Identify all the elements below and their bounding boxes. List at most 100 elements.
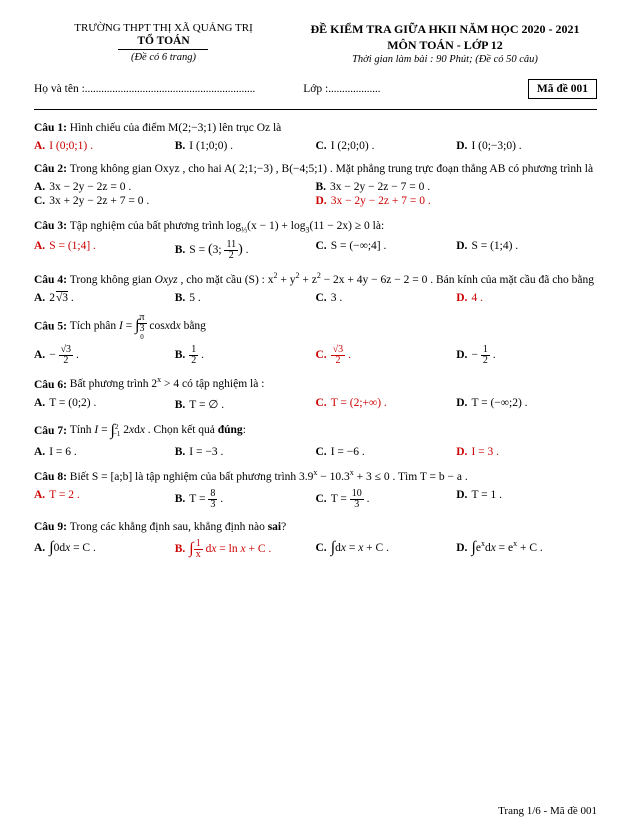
header-right: ĐỀ KIỂM TRA GIỮA HKII NĂM HỌC 2020 - 202… <box>293 22 597 65</box>
options-row: A.∫0dx = C .B.∫1x dx = ln x + C .C.∫dx =… <box>34 539 597 560</box>
option-letter: A. <box>34 292 45 304</box>
option-text: 2√3 . <box>49 292 74 304</box>
options-row: A.T = 2 .B.T = 83 .C.T = 103 .D.T = 1 . <box>34 489 597 510</box>
question: Câu 2: Trong không gian Oxyz , cho hai A… <box>34 161 597 177</box>
option-letter: C. <box>316 292 327 304</box>
department: TỔ TOÁN <box>34 35 293 47</box>
option-text: − √32 . <box>49 349 79 361</box>
option: A.T = (0;2) . <box>34 397 175 411</box>
exam-code: Mã đề 001 <box>528 79 597 99</box>
option-letter: A. <box>34 140 45 152</box>
option-text: T = 1 . <box>471 489 502 501</box>
option-text: I = −3 . <box>189 446 223 458</box>
option: B.3x − 2y − 2z − 7 = 0 . <box>316 181 598 193</box>
question-text: Biết S = [a;b] là tập nghiệm của bất phư… <box>70 471 468 483</box>
question-text: Trong không gian Oxyz , cho hai A( 2;1;−… <box>70 163 593 175</box>
header: TRƯỜNG THPT THỊ XÃ QUẢNG TRỊ TỔ TOÁN (Đề… <box>34 22 597 65</box>
option-text: ∫exdx = ex + C . <box>471 542 542 554</box>
options-row: A.S = (1;4] .B.S = (3; 112) .C.S = (−∞;4… <box>34 240 597 261</box>
option-letter: D. <box>456 397 467 409</box>
option: C.S = (−∞;4] . <box>316 240 457 261</box>
options-row: A.T = (0;2) .B.T = ∅ .C.T = (2;+∞) .D.T … <box>34 397 597 411</box>
option-text: 3 . <box>331 292 343 304</box>
option-text: 5 . <box>189 292 201 304</box>
option-text: S = (−∞;4] . <box>331 240 387 252</box>
option-text: T = 83 . <box>189 493 223 505</box>
exam-title: ĐỀ KIỂM TRA GIỮA HKII NĂM HỌC 2020 - 202… <box>293 22 597 37</box>
option: A. 2√3 . <box>34 292 175 304</box>
option-letter: D. <box>456 349 467 361</box>
option-text: I (1;0;0) . <box>189 140 233 152</box>
underline <box>118 49 208 50</box>
option-letter: D. <box>456 240 467 252</box>
pages-note: (Đề có 6 trang) <box>34 52 293 63</box>
option: A.T = 2 . <box>34 489 175 510</box>
option: C. √32 . <box>316 345 457 366</box>
question-label: Câu 5: <box>34 320 70 332</box>
option-letter: D. <box>456 446 467 458</box>
question: Câu 4: Trong không gian Oxyz , cho mặt c… <box>34 270 597 288</box>
option: D. I = 3 . <box>456 446 597 458</box>
question: Câu 7: Tính I = ∫2−1 2xdx . Chọn kết quả… <box>34 420 597 442</box>
option-text: I (0;0;1) . <box>49 140 93 152</box>
question-text: Tập nghiệm của bất phương trình log⅓(x −… <box>70 220 384 232</box>
option-text: − 12 . <box>471 349 495 361</box>
option: D. T = 1 . <box>456 489 597 510</box>
option-letter: A. <box>34 542 45 554</box>
question-text: Trong các khẳng định sau, khẳng định nào… <box>70 521 286 533</box>
option-letter: D. <box>316 195 327 207</box>
option: C.I = −6 . <box>316 446 457 458</box>
class-label: Lớp : <box>303 83 328 95</box>
question-label: Câu 7: <box>34 424 70 436</box>
option-letter: A. <box>34 397 45 409</box>
option-text: I (0;−3;0) . <box>471 140 521 152</box>
option-text: 3x − 2y − 2z − 7 = 0 . <box>330 181 430 193</box>
option-letter: C. <box>316 140 327 152</box>
option-text: 4 . <box>471 292 483 304</box>
option-letter: B. <box>175 292 186 304</box>
options-row: A. 2√3 . B.5 . C. 3 . D.4 . <box>34 292 597 304</box>
name-label: Họ và tên : <box>34 83 85 95</box>
option-text: 3x + 2y − 2z + 7 = 0 . <box>49 195 149 207</box>
option: A.S = (1;4] . <box>34 240 175 261</box>
option: A. I = 6 . <box>34 446 175 458</box>
option-text: 12 . <box>189 349 204 361</box>
option: D.4 . <box>456 292 597 304</box>
option: A.∫0dx = C . <box>34 539 175 560</box>
option-letter: B. <box>175 493 186 505</box>
option-letter: B. <box>175 543 186 555</box>
option-letter: A. <box>34 446 45 458</box>
option: D. ∫exdx = ex + C . <box>456 539 597 560</box>
option: B.T = 83 . <box>175 489 316 510</box>
option-letter: C. <box>316 349 327 361</box>
option-letter: A. <box>34 349 45 361</box>
option-text: √32 . <box>331 349 351 361</box>
options-row: A.I (0;0;1) .B.I (1;0;0) .C.I (2;0;0) .D… <box>34 140 597 152</box>
option-letter: B. <box>175 349 186 361</box>
option-letter: A. <box>34 489 45 501</box>
question: Câu 3: Tập nghiệm của bất phương trình l… <box>34 218 597 235</box>
option-letter: D. <box>456 489 467 501</box>
option-text: I = 6 . <box>49 446 77 458</box>
option: B.T = ∅ . <box>175 397 316 411</box>
option: D.T = (−∞;2) . <box>456 397 597 411</box>
option-letter: D. <box>456 542 467 554</box>
option-letter: B. <box>175 446 186 458</box>
option-text: I (2;0;0) . <box>331 140 375 152</box>
question-label: Câu 1: <box>34 122 70 134</box>
options-row: A. − √32 . B.12 . C. √32 . D. − 12 . <box>34 345 597 366</box>
question-label: Câu 6: <box>34 378 70 390</box>
option-letter: C. <box>34 195 45 207</box>
questions-container: Câu 1: Hình chiếu của điểm M(2;−3;1) lên… <box>34 120 597 560</box>
option-text: S = (1;4] . <box>49 240 96 252</box>
option-text: I = 3 . <box>471 446 499 458</box>
question-text: Tính I = ∫2−1 2xdx . Chọn kết quả đúng: <box>70 424 246 436</box>
option: B.I = −3 . <box>175 446 316 458</box>
option-text: S = (3; 112) . <box>189 244 248 256</box>
option-text: I = −6 . <box>331 446 365 458</box>
question: Câu 1: Hình chiếu của điểm M(2;−3;1) lên… <box>34 120 597 136</box>
option-letter: C. <box>316 397 327 409</box>
option: C.∫dx = x + C . <box>316 539 457 560</box>
question-label: Câu 4: <box>34 274 70 286</box>
question-label: Câu 8: <box>34 471 70 483</box>
